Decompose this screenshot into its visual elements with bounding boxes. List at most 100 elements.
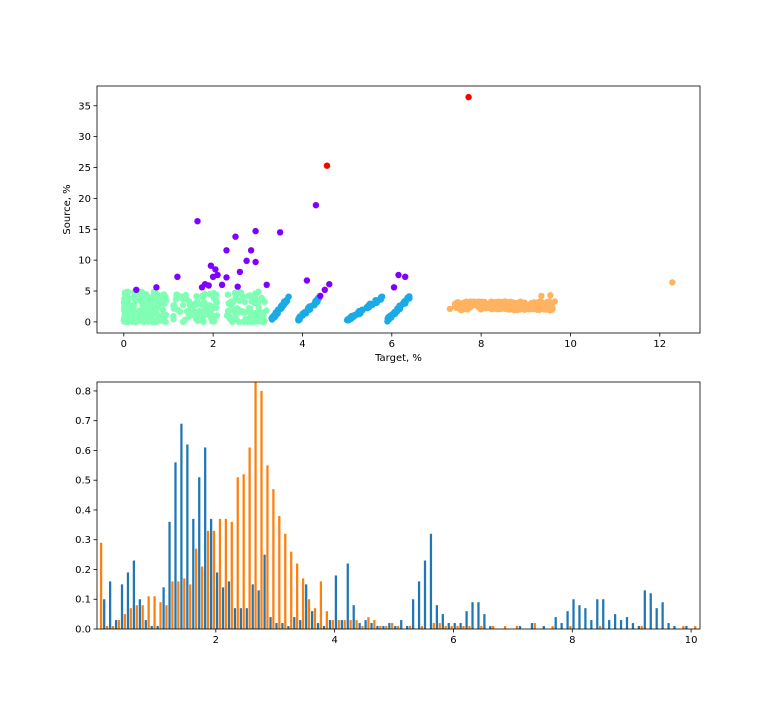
scatter-point bbox=[493, 305, 501, 313]
bar-orange bbox=[343, 620, 346, 629]
bar-x-tick-label: 4 bbox=[331, 635, 337, 646]
scatter-point bbox=[133, 318, 140, 326]
bar-orange bbox=[117, 620, 121, 629]
bar-blue bbox=[334, 575, 338, 629]
bar-orange bbox=[147, 596, 150, 629]
bar-axes-frame bbox=[96, 381, 701, 630]
bar-blue bbox=[417, 581, 421, 629]
scatter-x-axis: 0 2 4 6 8 10 12 bbox=[121, 333, 666, 350]
bar-blue bbox=[109, 581, 112, 629]
bar-x-tick-label: 2 bbox=[213, 635, 219, 646]
bar-orange bbox=[307, 599, 311, 629]
bar-x-tick-label: 10 bbox=[685, 635, 698, 646]
bar-orange bbox=[355, 620, 358, 629]
bar-y-tick-label: 0.0 bbox=[75, 625, 91, 636]
scatter-point bbox=[514, 306, 521, 313]
scatter-point bbox=[149, 318, 156, 325]
bar-orange bbox=[462, 626, 465, 629]
bar-orange bbox=[99, 542, 103, 629]
bar-orange bbox=[224, 518, 227, 629]
bar-orange bbox=[569, 626, 572, 629]
scatter-point bbox=[364, 305, 371, 312]
bar-chart: 2 4 6 8 10 0.0 0.1 0.2 0.3 0.4 0.5 0.6 0.7 0.8 bbox=[75, 381, 701, 646]
bar-blue bbox=[352, 605, 355, 629]
bar-orange bbox=[503, 626, 507, 629]
bar-blue bbox=[584, 608, 587, 629]
bar-blue bbox=[156, 626, 159, 629]
scatter-point bbox=[133, 286, 140, 293]
scatter-y-tick-label: 30 bbox=[78, 132, 91, 143]
bar-orange bbox=[349, 620, 352, 629]
scatter-x-tick-label: 10 bbox=[564, 339, 577, 350]
scatter-point bbox=[321, 286, 328, 293]
bar-orange bbox=[468, 626, 471, 629]
scatter-point bbox=[140, 318, 147, 325]
bar-blue bbox=[126, 572, 130, 629]
bar-blue bbox=[299, 620, 302, 629]
scatter-axes-frame bbox=[96, 85, 701, 334]
bar-orange bbox=[171, 581, 174, 629]
scatter-point bbox=[212, 291, 220, 298]
bar-orange bbox=[123, 614, 126, 629]
bar-y-axis: 0.0 0.1 0.2 0.3 0.4 0.5 0.6 0.7 0.8 bbox=[75, 386, 97, 636]
bar-orange bbox=[254, 382, 257, 629]
scatter-x-tick-label: 4 bbox=[299, 339, 305, 350]
scatter-point bbox=[213, 298, 220, 305]
scatter-point bbox=[159, 306, 167, 313]
bar-orange bbox=[492, 626, 495, 629]
scatter-point bbox=[214, 271, 221, 279]
bar-orange bbox=[450, 626, 453, 629]
scatter-point bbox=[208, 311, 215, 318]
bar-blue bbox=[103, 599, 106, 629]
scatter-y-tick-label: 15 bbox=[78, 225, 91, 236]
scatter-point bbox=[232, 233, 239, 240]
bar-orange bbox=[278, 515, 281, 629]
scatter-point bbox=[313, 299, 320, 306]
scatter-point bbox=[240, 293, 247, 300]
scatter-point bbox=[239, 309, 247, 316]
bar-blue bbox=[625, 617, 629, 629]
scatter-x-tick-label: 8 bbox=[478, 339, 484, 350]
scatter-point bbox=[404, 294, 411, 301]
scatter-point bbox=[153, 284, 160, 291]
scatter-point bbox=[549, 305, 556, 313]
bar-orange bbox=[177, 581, 180, 629]
scatter-point bbox=[263, 281, 270, 288]
bar-orange bbox=[367, 617, 370, 629]
bar-blue bbox=[245, 608, 248, 629]
scatter-point bbox=[253, 309, 260, 317]
bar-blue bbox=[406, 626, 409, 629]
bar-blue bbox=[530, 623, 534, 629]
bar-orange bbox=[682, 626, 685, 629]
bar-blue bbox=[263, 554, 266, 629]
bar-orange bbox=[391, 623, 394, 629]
bar-blue bbox=[310, 611, 314, 629]
scatter-x-tick-label: 0 bbox=[121, 339, 127, 350]
bar-blue bbox=[120, 584, 124, 629]
bar-orange bbox=[111, 626, 115, 629]
bar-x-tick-label: 8 bbox=[569, 635, 575, 646]
scatter-x-tick-label: 6 bbox=[389, 339, 395, 350]
bar-y-tick-label: 0.8 bbox=[75, 386, 91, 397]
scatter-point bbox=[194, 218, 201, 225]
scatter-y-tick-label: 25 bbox=[78, 163, 91, 174]
scatter-point bbox=[226, 300, 233, 307]
bar-orange bbox=[397, 626, 400, 629]
bar-x-axis: 2 4 6 8 10 bbox=[213, 629, 698, 646]
scatter-point bbox=[245, 305, 253, 312]
bar-blue bbox=[590, 620, 593, 629]
scatter-point bbox=[303, 277, 311, 284]
scatter-point bbox=[170, 316, 177, 323]
scatter-point bbox=[193, 293, 200, 300]
bar-blue bbox=[138, 599, 141, 629]
bar-blue bbox=[489, 626, 492, 629]
bar-blue bbox=[388, 623, 391, 629]
bar-blue bbox=[239, 608, 242, 629]
bar-orange bbox=[206, 530, 210, 629]
bar-blue bbox=[269, 617, 272, 629]
bar-blue bbox=[423, 560, 427, 629]
bar-orange bbox=[290, 551, 293, 629]
bar-blue bbox=[394, 626, 397, 629]
bar-blue bbox=[566, 611, 569, 629]
